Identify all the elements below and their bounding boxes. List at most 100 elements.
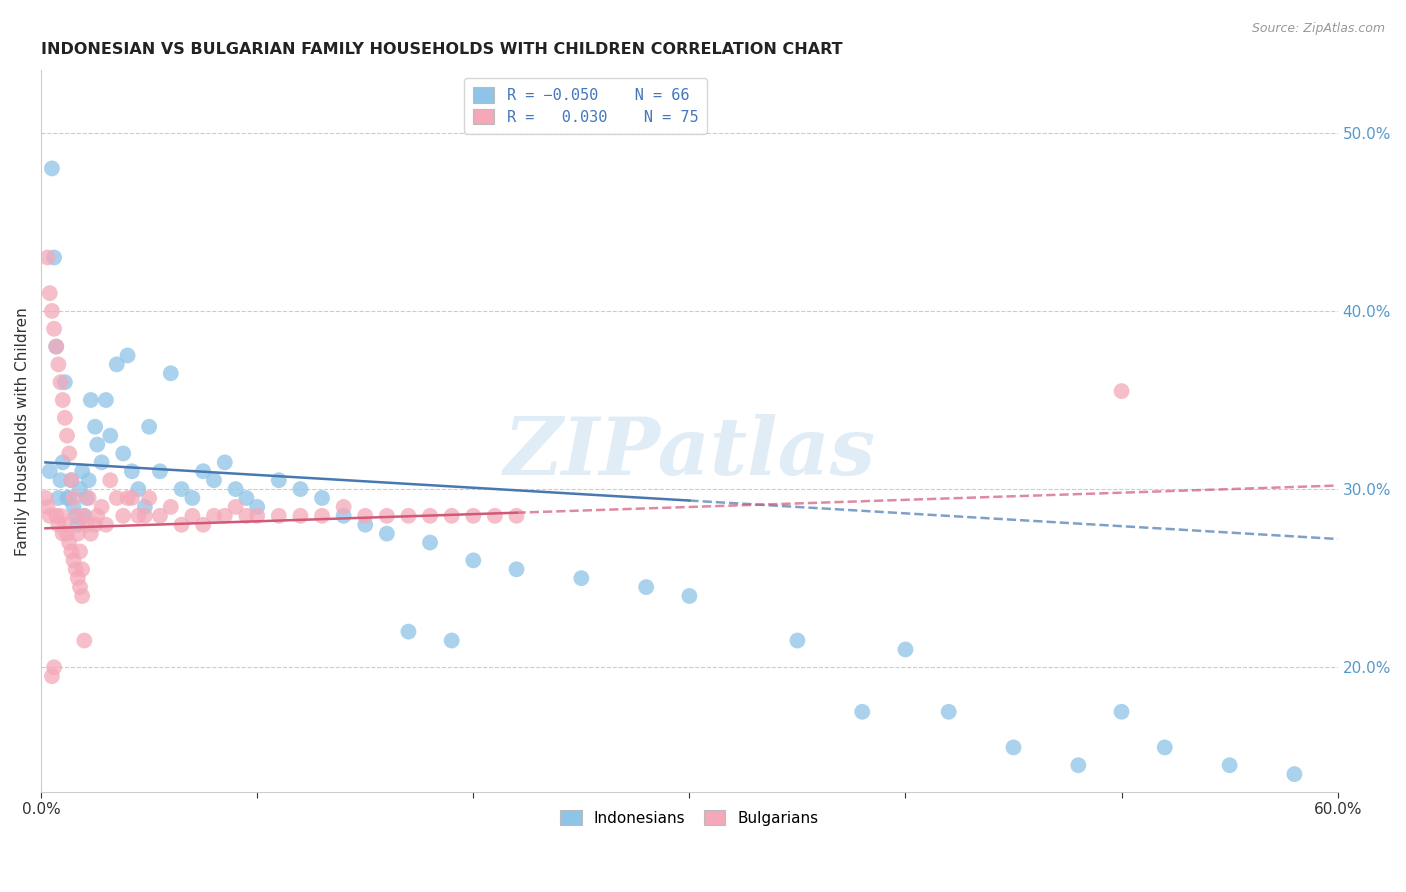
Point	[53, 410, 76, 425]
Point	[62, 553, 84, 567]
Point	[70, 464, 93, 478]
Point	[65, 562, 87, 576]
Point	[65, 508, 87, 523]
Point	[311, 491, 333, 505]
Point	[80, 392, 103, 407]
Point	[484, 508, 506, 523]
Point	[225, 482, 247, 496]
Point	[225, 500, 247, 514]
Point	[62, 500, 84, 514]
Point	[311, 508, 333, 523]
Point	[53, 517, 76, 532]
Point	[48, 358, 70, 372]
Point	[41, 669, 63, 683]
Point	[42, 660, 65, 674]
Point	[138, 419, 160, 434]
Point	[193, 517, 215, 532]
Point	[159, 500, 181, 514]
Point	[202, 508, 225, 523]
Point	[159, 366, 181, 380]
Point	[62, 491, 84, 505]
Point	[170, 482, 193, 496]
Point	[73, 633, 96, 648]
Point	[76, 491, 98, 505]
Point	[69, 544, 91, 558]
Point	[66, 571, 89, 585]
Text: ZIPatlas: ZIPatlas	[503, 414, 876, 491]
Point	[60, 473, 83, 487]
Point	[127, 482, 149, 496]
Point	[235, 491, 257, 505]
Point	[45, 508, 67, 523]
Point	[193, 464, 215, 478]
Point	[181, 491, 204, 505]
Point	[56, 526, 79, 541]
Point	[34, 491, 56, 505]
Text: Source: ZipAtlas.com: Source: ZipAtlas.com	[1251, 22, 1385, 36]
Point	[58, 446, 80, 460]
Point	[90, 500, 112, 514]
Point	[375, 508, 398, 523]
Point	[894, 642, 917, 657]
Point	[60, 544, 83, 558]
Point	[48, 491, 70, 505]
Point	[42, 251, 65, 265]
Point	[678, 589, 700, 603]
Point	[938, 705, 960, 719]
Point	[86, 437, 108, 451]
Point	[69, 580, 91, 594]
Point	[80, 526, 103, 541]
Point	[76, 517, 98, 532]
Point	[127, 508, 149, 523]
Point	[463, 553, 485, 567]
Point	[77, 473, 100, 487]
Point	[49, 473, 72, 487]
Point	[86, 508, 108, 523]
Point	[214, 455, 236, 469]
Point	[202, 473, 225, 487]
Point	[170, 517, 193, 532]
Point	[267, 508, 290, 523]
Point	[69, 482, 91, 496]
Point	[1111, 705, 1133, 719]
Point	[1111, 384, 1133, 398]
Point	[117, 349, 139, 363]
Point	[214, 508, 236, 523]
Point	[73, 508, 96, 523]
Point	[134, 500, 156, 514]
Point	[94, 517, 117, 532]
Point	[45, 340, 67, 354]
Point	[332, 500, 354, 514]
Point	[440, 633, 463, 648]
Point	[70, 589, 93, 603]
Point	[58, 535, 80, 549]
Point	[58, 491, 80, 505]
Point	[84, 419, 107, 434]
Point	[60, 473, 83, 487]
Point	[94, 392, 117, 407]
Point	[636, 580, 658, 594]
Point	[290, 482, 312, 496]
Point	[1067, 758, 1090, 772]
Point	[65, 508, 87, 523]
Point	[52, 455, 75, 469]
Point	[1153, 740, 1175, 755]
Point	[1284, 767, 1306, 781]
Point	[1002, 740, 1025, 755]
Point	[463, 508, 485, 523]
Point	[112, 446, 135, 460]
Point	[246, 508, 269, 523]
Point	[786, 633, 808, 648]
Point	[49, 508, 72, 523]
Point	[181, 508, 204, 523]
Point	[235, 508, 257, 523]
Point	[53, 375, 76, 389]
Point	[354, 508, 377, 523]
Point	[121, 491, 143, 505]
Point	[505, 562, 527, 576]
Point	[38, 464, 60, 478]
Point	[77, 491, 100, 505]
Point	[38, 508, 60, 523]
Point	[37, 500, 59, 514]
Point	[112, 508, 135, 523]
